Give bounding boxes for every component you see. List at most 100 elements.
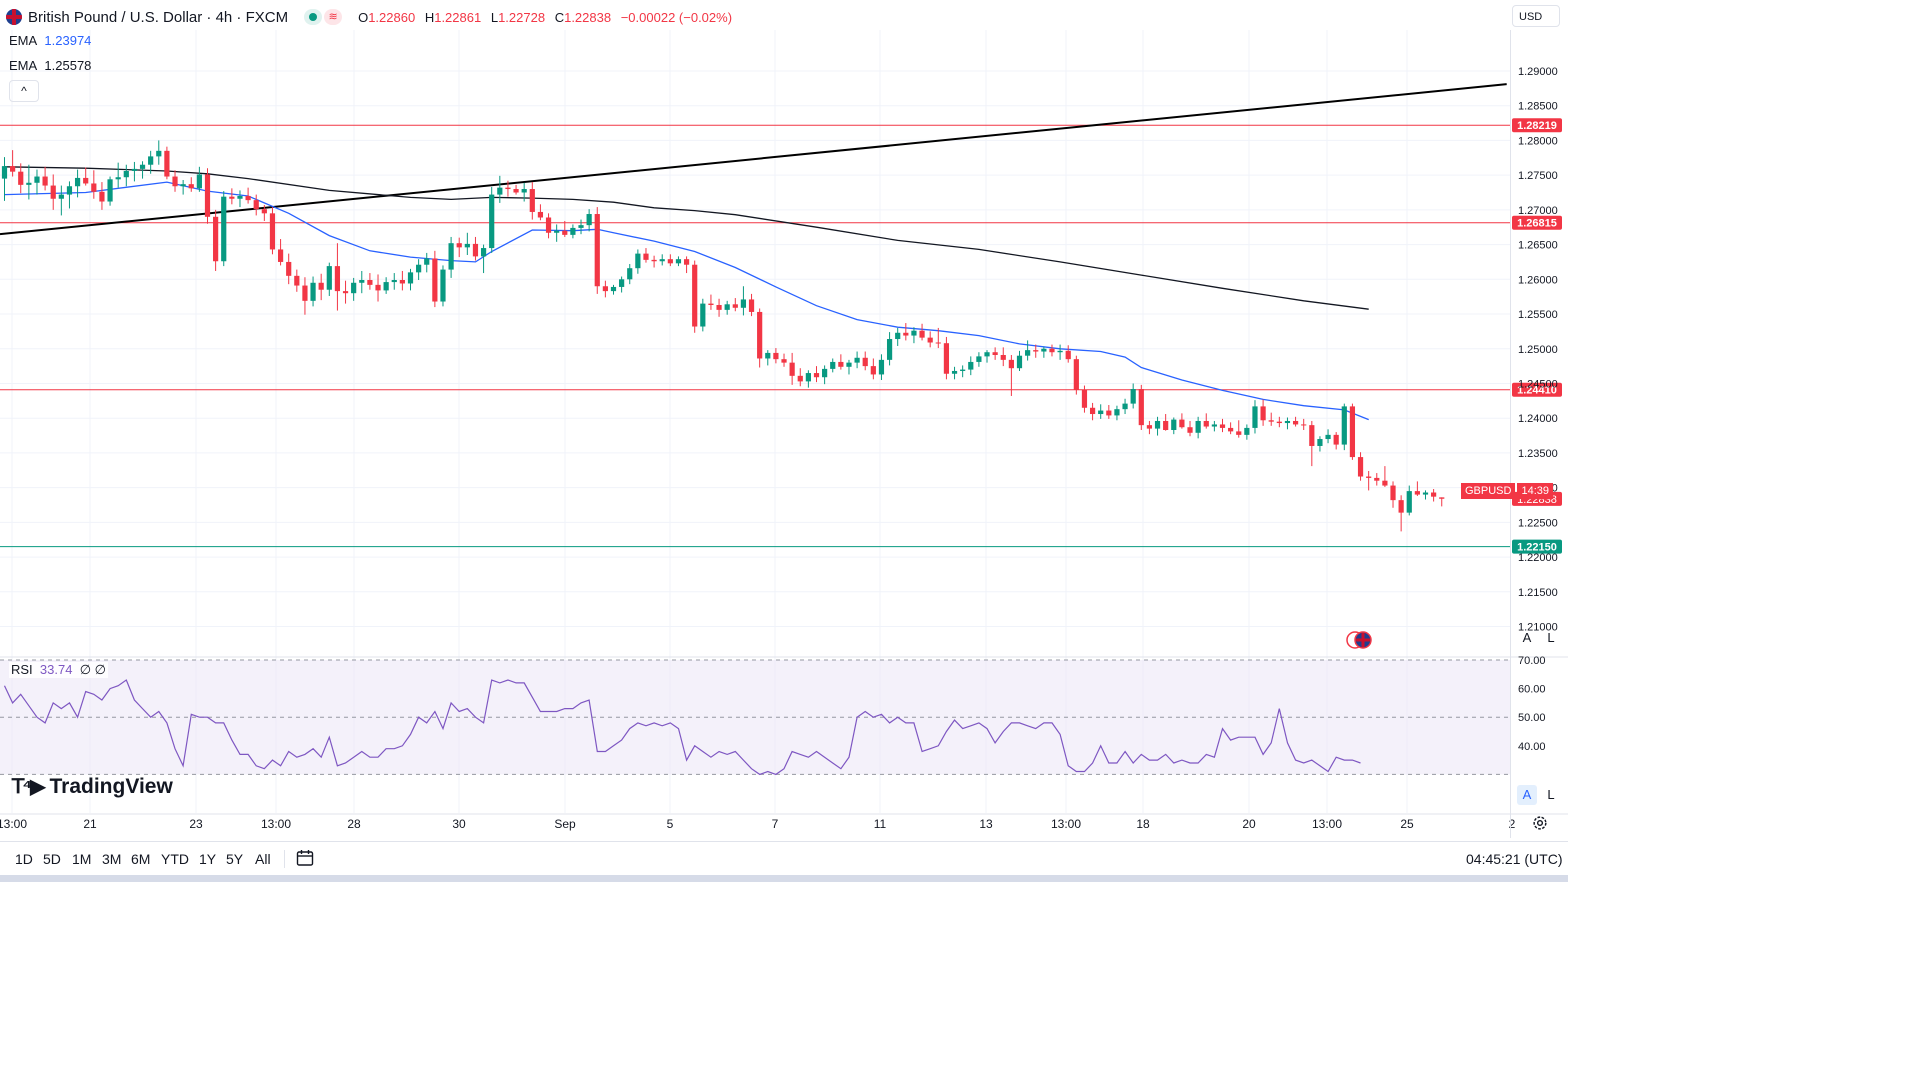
candle-body bbox=[781, 359, 787, 363]
candle-body bbox=[919, 330, 925, 338]
candle-body bbox=[797, 375, 803, 382]
utc-clock[interactable]: 04:45:21 (UTC) bbox=[1466, 851, 1563, 867]
range-1d-button[interactable]: 1D bbox=[15, 851, 33, 867]
candle-body bbox=[164, 150, 170, 177]
candle-body bbox=[846, 362, 852, 367]
candle-body bbox=[375, 284, 381, 291]
candle-body bbox=[1025, 350, 1031, 356]
level-label-bg bbox=[1512, 539, 1562, 554]
currency-selector[interactable]: USD bbox=[1512, 5, 1560, 27]
candle-body bbox=[627, 268, 633, 280]
level-label: 1.24410 bbox=[1517, 385, 1557, 397]
candle-body bbox=[1284, 420, 1291, 424]
candle-body bbox=[1, 166, 8, 179]
price-tick-label: 1.21000 bbox=[1518, 622, 1558, 634]
price-tag-symbol: GBPUSD bbox=[1461, 483, 1516, 499]
range-5y-button[interactable]: 5Y bbox=[226, 851, 244, 867]
candle-body bbox=[602, 286, 608, 292]
candle-body bbox=[188, 184, 194, 189]
price-tick-label: 1.24000 bbox=[1518, 413, 1558, 425]
level-label-bg bbox=[1512, 382, 1562, 397]
collapse-legend-button[interactable]: ^ bbox=[9, 80, 39, 102]
time-tick-label: 13:00 bbox=[1312, 817, 1342, 831]
ema-fast-legend[interactable]: EMA 1.23974 bbox=[9, 33, 92, 48]
ema-slow-legend[interactable]: EMA 1.25578 bbox=[9, 58, 92, 73]
candle-body bbox=[310, 282, 316, 301]
candle-body bbox=[692, 264, 698, 327]
flag-icons[interactable] bbox=[1345, 630, 1375, 655]
market-status[interactable]: ≋ bbox=[304, 9, 343, 25]
candle-body bbox=[659, 259, 665, 262]
candle-body bbox=[1431, 492, 1437, 497]
candle-body bbox=[480, 248, 487, 257]
candle-body bbox=[489, 194, 495, 249]
candle-body bbox=[156, 150, 162, 157]
auto-scale-button[interactable]: A bbox=[1522, 630, 1532, 645]
range-1m-button[interactable]: 1M bbox=[72, 851, 92, 867]
candle-body bbox=[1244, 427, 1250, 435]
candle-body bbox=[813, 373, 820, 378]
candle-body bbox=[895, 332, 901, 340]
candle-body bbox=[1057, 350, 1063, 353]
candle-body bbox=[294, 275, 300, 286]
range-5d-button[interactable]: 5D bbox=[43, 851, 61, 867]
candle-body bbox=[1219, 424, 1226, 428]
time-tick-label: 13 bbox=[979, 817, 993, 831]
candle-body bbox=[326, 266, 332, 290]
rsi-auto-scale-button[interactable]: A bbox=[1517, 785, 1537, 805]
price-tick-label: 1.28000 bbox=[1518, 135, 1558, 147]
candle-body bbox=[1333, 434, 1339, 445]
range-6m-button[interactable]: 6M bbox=[131, 851, 151, 867]
candle-body bbox=[862, 357, 868, 367]
candle-body bbox=[139, 164, 146, 169]
candle-body bbox=[1041, 348, 1047, 352]
candle-body bbox=[1414, 491, 1420, 495]
ema-fast-line bbox=[4, 181, 1369, 421]
candle-body bbox=[757, 311, 763, 359]
candle-body bbox=[643, 253, 649, 260]
candle-body bbox=[391, 280, 397, 283]
range-ytd-button[interactable]: YTD bbox=[161, 851, 189, 867]
price-tick-label: 1.22000 bbox=[1518, 552, 1558, 564]
rsi-band bbox=[0, 659, 1510, 775]
candle-body bbox=[1357, 457, 1364, 477]
price-tick-label: 1.26500 bbox=[1518, 240, 1558, 252]
candle-body bbox=[1236, 431, 1242, 435]
bottom-toolbar: 1D 5D 1M 3M 6M YTD 1Y 5Y All 04:45:21 (U… bbox=[0, 841, 1568, 876]
range-1y-button[interactable]: 1Y bbox=[199, 851, 217, 867]
candle-body bbox=[1106, 410, 1112, 416]
candle-body bbox=[992, 352, 998, 355]
candle-body bbox=[1406, 491, 1412, 513]
time-tick-label: 13:00 bbox=[1051, 817, 1081, 831]
range-3m-button[interactable]: 3M bbox=[102, 851, 122, 867]
market-open-icon[interactable] bbox=[304, 9, 323, 25]
symbol-title[interactable]: British Pound / U.S. Dollar · 4h · FXCM bbox=[28, 8, 289, 26]
candle-body bbox=[537, 211, 544, 218]
rsi-tick-label: 60.00 bbox=[1518, 684, 1546, 696]
candle-body bbox=[99, 191, 105, 202]
price-tick-label: 1.25500 bbox=[1518, 309, 1558, 321]
currency-flags-icon[interactable] bbox=[1345, 630, 1375, 650]
calendar-icon[interactable] bbox=[296, 849, 314, 867]
candle-body bbox=[107, 179, 113, 202]
candle-body bbox=[610, 286, 617, 292]
range-all-button[interactable]: All bbox=[255, 851, 271, 867]
settings-gear-icon[interactable] bbox=[1531, 814, 1549, 832]
candle-body bbox=[1349, 406, 1356, 458]
log-scale-button[interactable]: L bbox=[1547, 630, 1555, 645]
candle-body bbox=[334, 266, 341, 292]
gbp-usd-flag-icon bbox=[6, 9, 22, 25]
candle-body bbox=[619, 279, 625, 287]
candle-body bbox=[505, 187, 511, 190]
price-tick-label: 1.24500 bbox=[1518, 378, 1558, 390]
candle-body bbox=[1366, 476, 1372, 478]
candle-body bbox=[148, 156, 154, 165]
price-tick-label: 1.21500 bbox=[1518, 587, 1558, 599]
data-wave-icon[interactable]: ≋ bbox=[324, 9, 343, 25]
rsi-legend[interactable]: RSI 33.74 ∅ ∅ bbox=[9, 662, 108, 678]
candle-body bbox=[456, 243, 462, 248]
rsi-log-scale-button[interactable]: L bbox=[1547, 787, 1555, 802]
time-tick-label: 11 bbox=[874, 817, 887, 831]
